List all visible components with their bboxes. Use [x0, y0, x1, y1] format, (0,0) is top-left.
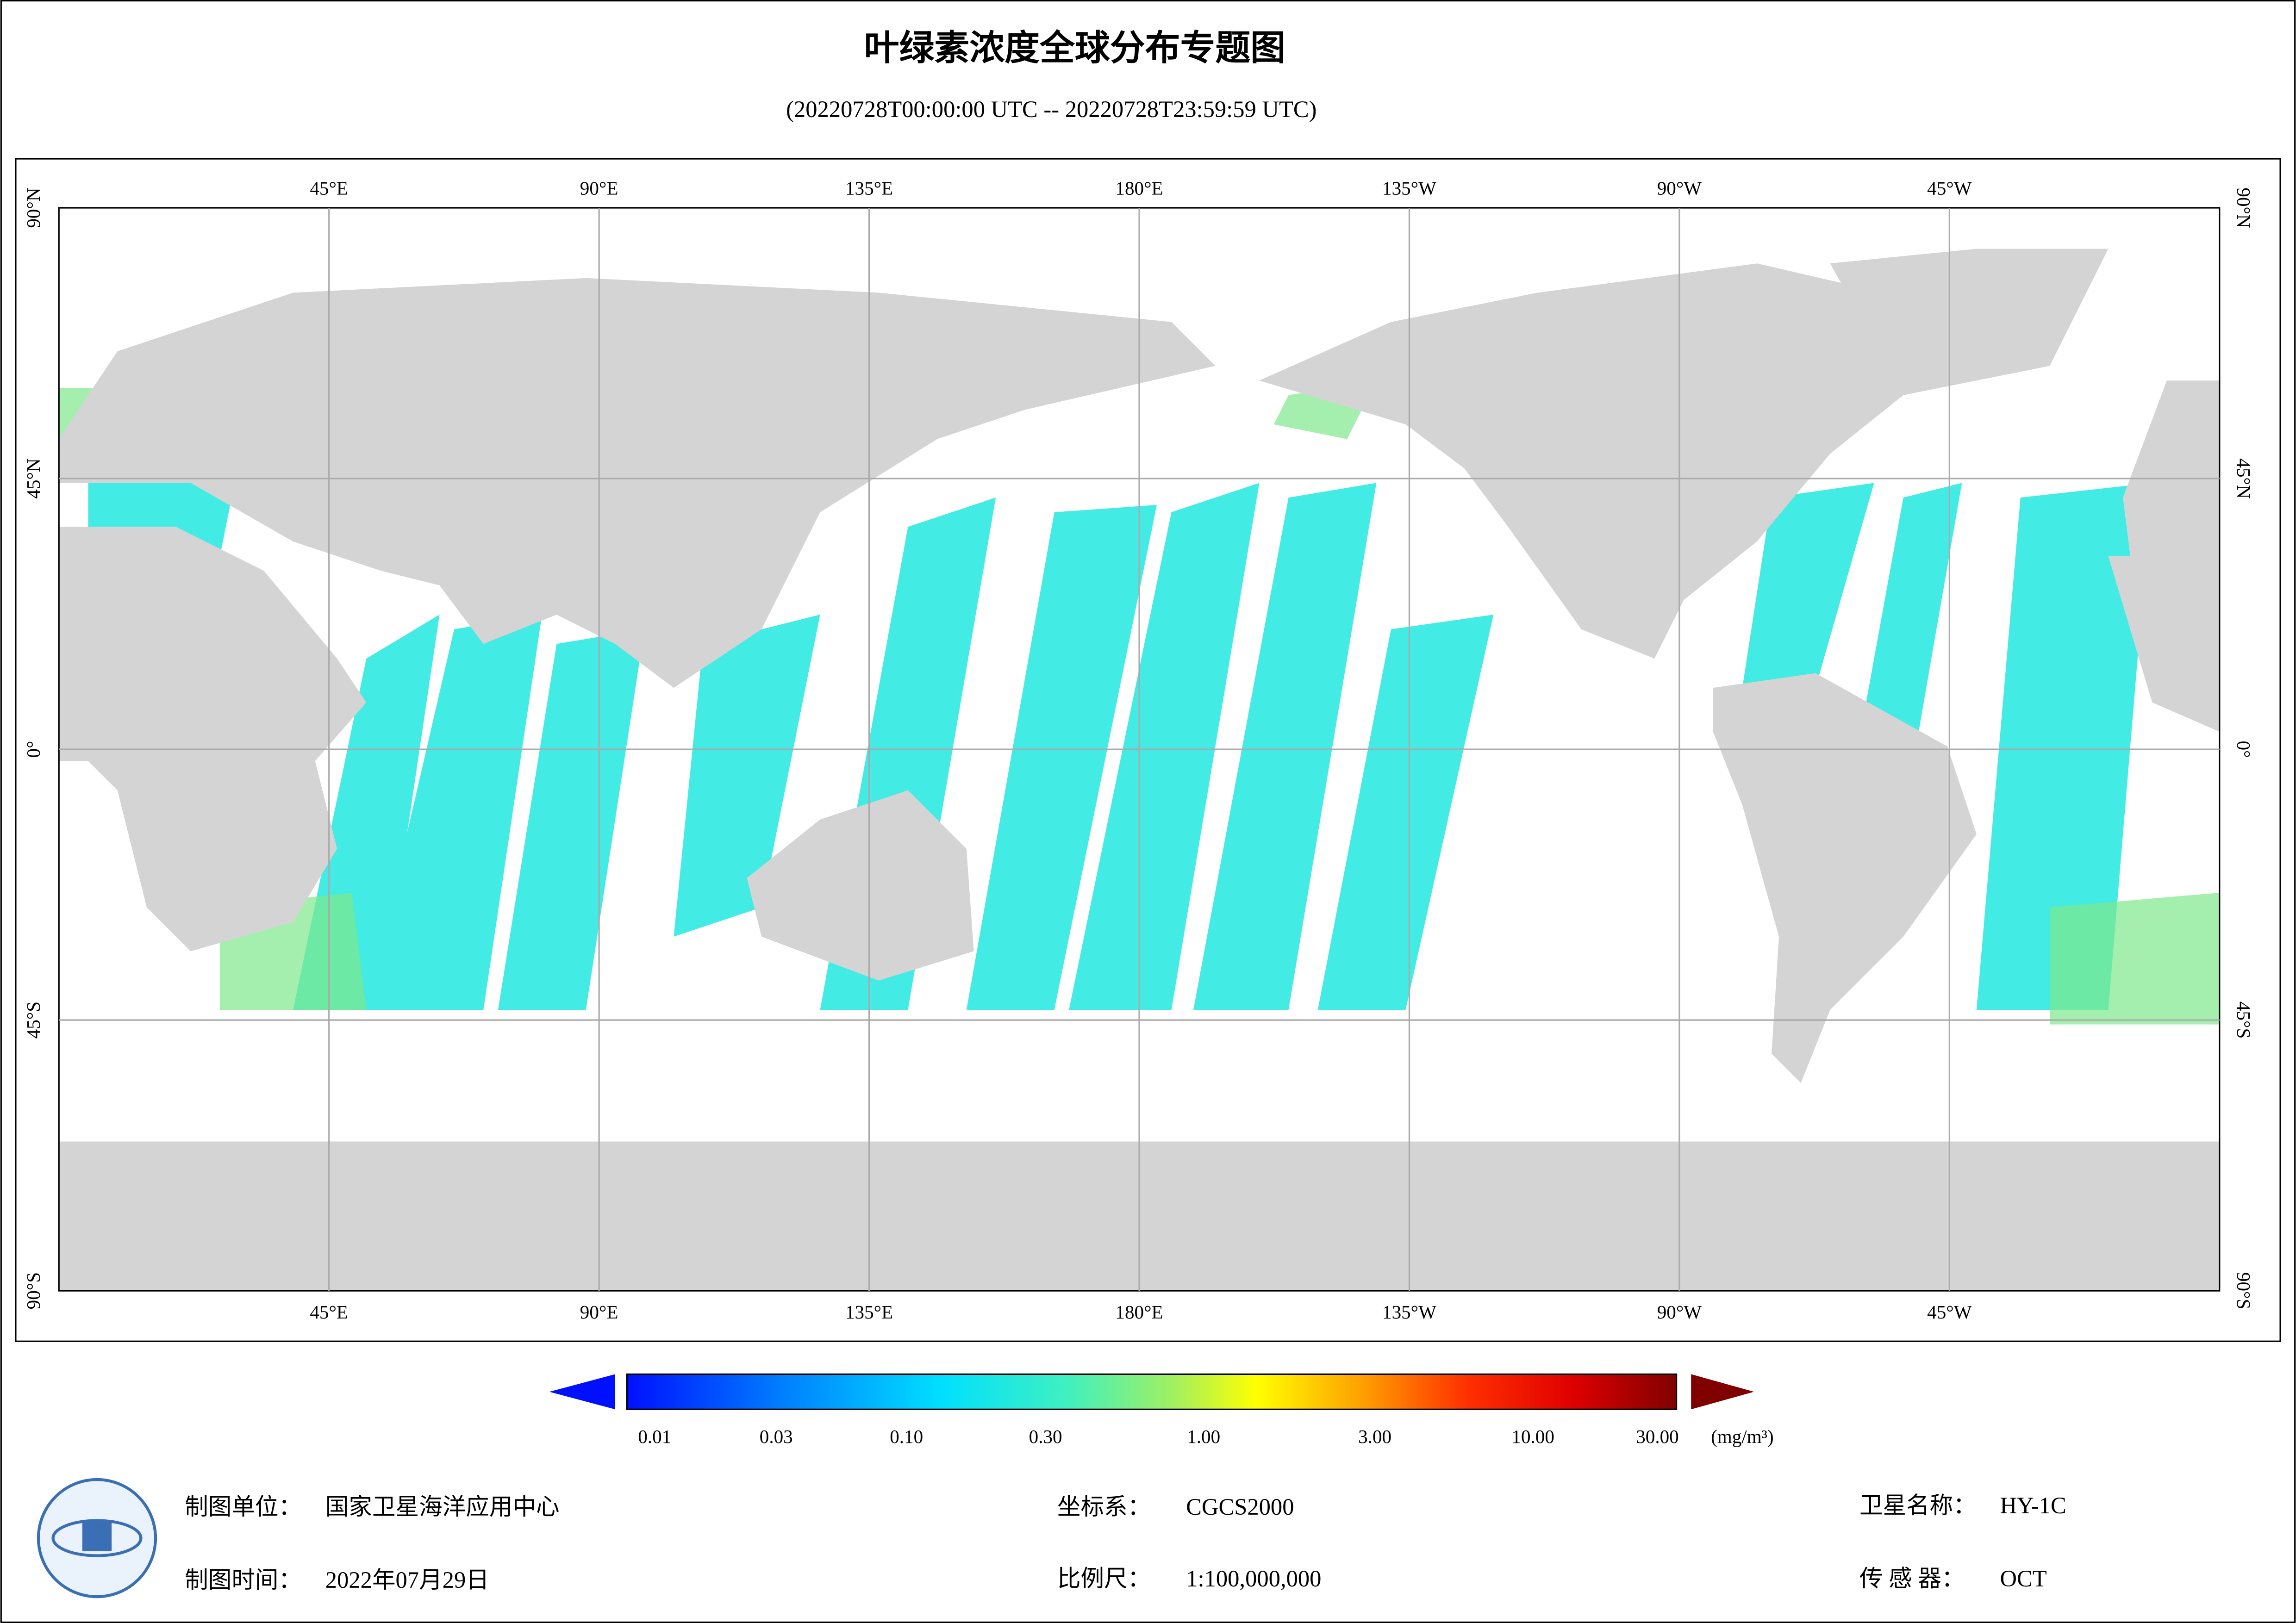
- colorbar-tick-label: 3.00: [1358, 1426, 1391, 1447]
- sensor-label: 传 感 器：: [1859, 1566, 1965, 1592]
- lon-label-bottom: 45°W: [1927, 1301, 1972, 1323]
- colorbar-tick-label: 10.00: [1511, 1426, 1554, 1447]
- lon-label-top: 180°E: [1115, 178, 1163, 199]
- crs-value: CGCS2000: [1186, 1494, 1294, 1520]
- lon-label-bottom: 135°W: [1382, 1301, 1436, 1323]
- colorbar-tick-label: 0.01: [638, 1426, 671, 1447]
- logo: [37, 1478, 157, 1598]
- sensor-value: OCT: [2000, 1566, 2046, 1592]
- lon-label-top: 90°W: [1657, 178, 1702, 199]
- time-label: 制图时间：: [185, 1567, 302, 1593]
- lat-label-left: 90°S: [23, 1272, 44, 1309]
- subtitle: (20220728T00:00:00 UTC -- 20220728T23:59…: [786, 96, 1316, 122]
- colorbar-tick-label: 1.00: [1187, 1426, 1220, 1447]
- lat-label-left: 90°N: [23, 187, 44, 228]
- lat-label-right: 0°: [2233, 741, 2254, 758]
- colorbar-high-arrow: [1691, 1374, 1754, 1410]
- lon-label-bottom: 180°E: [1115, 1301, 1163, 1323]
- title: 叶绿素浓度全球分布专题图: [864, 28, 1286, 68]
- lon-label-bottom: 90°E: [580, 1301, 618, 1323]
- lat-label-left: 45°N: [23, 458, 44, 498]
- satellite-value: HY-1C: [2000, 1492, 2066, 1518]
- scale-value: 1:100,000,000: [1186, 1566, 1321, 1592]
- chlorophyll-swaths: [88, 483, 2152, 1010]
- lon-label-top: 135°E: [845, 178, 893, 199]
- colorbar-unit: (mg/m³): [1711, 1426, 1774, 1448]
- scale-label: 比例尺：: [1057, 1566, 1151, 1592]
- graticule: 45°E 45°E 90°E 90°E 135°E 135°E 180°E 180°E 135°…: [23, 178, 2254, 1323]
- lon-label-top: 45°W: [1927, 178, 1972, 199]
- time-value: 2022年07月29日: [325, 1567, 489, 1593]
- lat-label-right: 90°N: [2233, 187, 2254, 228]
- lat-label-right: 90°S: [2233, 1272, 2254, 1309]
- crs-label: 坐标系：: [1057, 1494, 1151, 1520]
- colorbar-bar: [626, 1373, 1678, 1410]
- colorbar-tick-label: 0.03: [760, 1426, 793, 1447]
- colorbar-tick-label: 0.30: [1029, 1426, 1062, 1447]
- lat-label-right: 45°N: [2233, 458, 2254, 498]
- unit-value: 国家卫星海洋应用中心: [325, 1494, 560, 1520]
- colorbar: (mg/m³) 0.01 0.03 0.10 0.30 1.00 3.00 10.00 30.…: [549, 1373, 1774, 1448]
- lon-label-bottom: 45°E: [310, 1301, 348, 1323]
- lon-label-top: 45°E: [310, 178, 348, 199]
- lon-label-bottom: 90°W: [1657, 1301, 1702, 1323]
- lon-label-top: 135°W: [1382, 178, 1436, 199]
- lon-label-top: 90°E: [580, 178, 618, 199]
- colorbar-low-arrow: [549, 1374, 615, 1410]
- colorbar-tick-label: 0.10: [890, 1426, 923, 1447]
- lat-label-right: 45°S: [2233, 1001, 2254, 1038]
- colorbar-tick-label: 30.00: [1636, 1426, 1678, 1447]
- satellite-label: 卫星名称：: [1859, 1492, 1977, 1518]
- map-frame: [15, 158, 2281, 1342]
- lat-label-left: 0°: [23, 741, 44, 758]
- unit-label: 制图单位：: [185, 1494, 302, 1520]
- lon-label-bottom: 135°E: [845, 1301, 893, 1323]
- lat-label-left: 45°S: [23, 1001, 44, 1038]
